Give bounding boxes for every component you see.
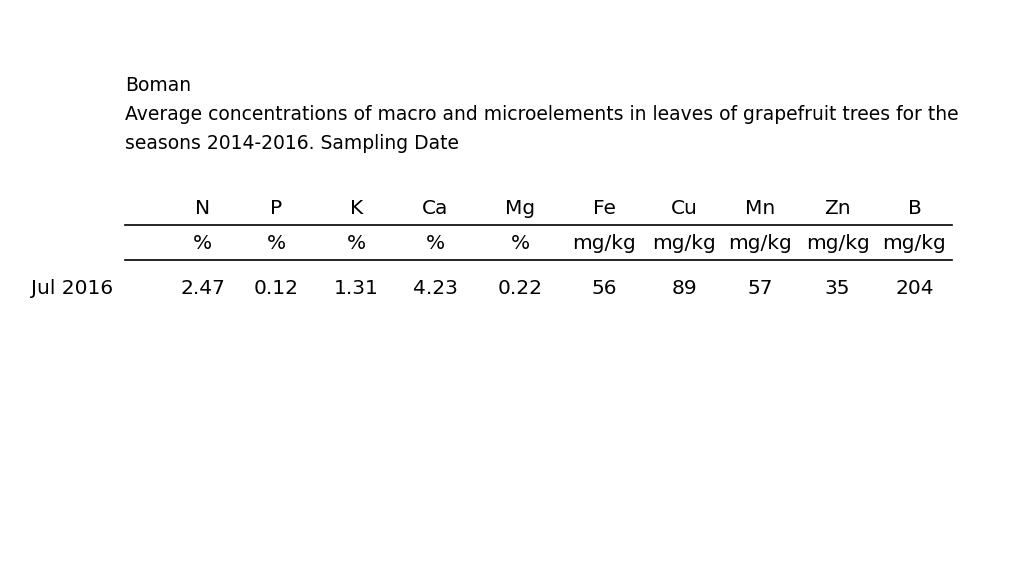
Text: 57: 57 [748,279,772,297]
Text: N: N [196,199,210,218]
Text: %: % [426,234,444,252]
Text: 2.47: 2.47 [180,279,225,297]
Text: Jul 2016: Jul 2016 [31,279,113,297]
Text: %: % [347,234,366,252]
Text: mg/kg: mg/kg [652,234,716,252]
Text: Ca: Ca [422,199,449,218]
Text: Fe: Fe [593,199,615,218]
Text: seasons 2014-2016. Sampling Date: seasons 2014-2016. Sampling Date [125,134,459,153]
Text: Boman: Boman [125,76,191,95]
Text: %: % [511,234,529,252]
Text: Cu: Cu [671,199,697,218]
Text: K: K [350,199,362,218]
Text: 4.23: 4.23 [413,279,458,297]
Text: Zn: Zn [824,199,851,218]
Text: %: % [267,234,286,252]
Text: mg/kg: mg/kg [883,234,946,252]
Text: P: P [270,199,283,218]
Text: %: % [194,234,212,252]
Text: mg/kg: mg/kg [572,234,636,252]
Text: 89: 89 [671,279,697,297]
Text: 35: 35 [825,279,850,297]
Text: 56: 56 [592,279,616,297]
Text: 0.12: 0.12 [254,279,299,297]
Text: 0.22: 0.22 [498,279,543,297]
Text: Mg: Mg [505,199,536,218]
Text: B: B [907,199,922,218]
Text: 204: 204 [895,279,934,297]
Text: mg/kg: mg/kg [806,234,869,252]
Text: Average concentrations of macro and microelements in leaves of grapefruit trees : Average concentrations of macro and micr… [125,105,958,124]
Text: Mn: Mn [744,199,775,218]
Text: 1.31: 1.31 [334,279,379,297]
Text: mg/kg: mg/kg [728,234,792,252]
